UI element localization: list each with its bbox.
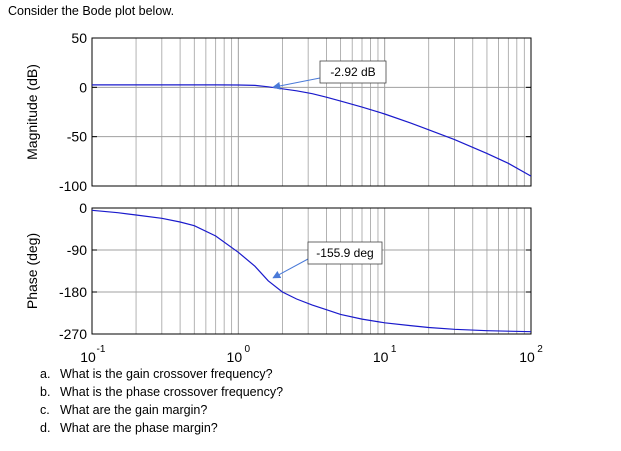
magnitude-plot-area [92,38,531,186]
phase-annotation-label: -155.9 deg [316,246,373,260]
question-text: What is the gain crossover frequency? [60,367,273,381]
phase-series-line [91,209,532,333]
magnitude-panel: 50 0 -50 -100 Magnitude (dB) -2.92 dB [24,30,532,194]
question-text: What is the phase crossover frequency? [60,385,284,399]
xtick-label-exponent: 0 [245,344,251,355]
question-letter: a. [40,367,51,381]
question-d: d. What are the phase margin? [40,421,218,435]
magnitude-series-line [92,84,532,177]
phase-plot-area [92,208,531,334]
phase-ytick-label: -90 [67,242,87,258]
question-a: a. What is the gain crossover frequency? [40,367,273,381]
phase-ylabel: Phase (deg) [24,233,40,309]
magnitude-ylabel: Magnitude (dB) [24,64,40,160]
phase-annotation-box [307,241,383,265]
magnitude-frame [91,37,532,187]
xtick-label-base: 10 [373,349,389,365]
magnitude-ytick-label: -100 [59,178,87,194]
xtick-label-base: 10 [227,349,243,365]
xtick-label-base: 10 [80,349,96,365]
xtick-label-exponent: 2 [537,344,543,355]
magnitude-annotation-box [319,60,387,84]
phase-annotation-arrow [272,258,309,279]
question-c: c. What are the gain margin? [40,403,207,417]
magnitude-ytick-label: -50 [67,129,87,145]
question-text: What are the phase margin? [60,421,218,435]
question-text: What are the gain margin? [60,403,208,417]
intro-text: Consider the Bode plot below. [8,4,175,18]
xtick-label-exponent: -1 [97,344,106,355]
magnitude-ytick-label: 0 [79,79,87,95]
phase-ytick-label: -270 [59,326,87,342]
phase-ytick-label: -180 [59,284,87,300]
xtick-label-base: 10 [519,349,535,365]
magnitude-annotation-arrow [272,77,321,90]
phase-frame [91,207,532,335]
question-letter: b. [40,385,51,399]
magnitude-annotation-label: -2.92 dB [330,65,375,79]
magnitude-ytick-label: 50 [71,30,87,46]
question-letter: d. [40,421,51,435]
xtick-label-exponent: 1 [391,344,397,355]
phase-ytick-label: 0 [79,200,87,216]
question-letter: c. [40,403,50,417]
question-b: b. What is the phase crossover frequency? [40,385,283,399]
